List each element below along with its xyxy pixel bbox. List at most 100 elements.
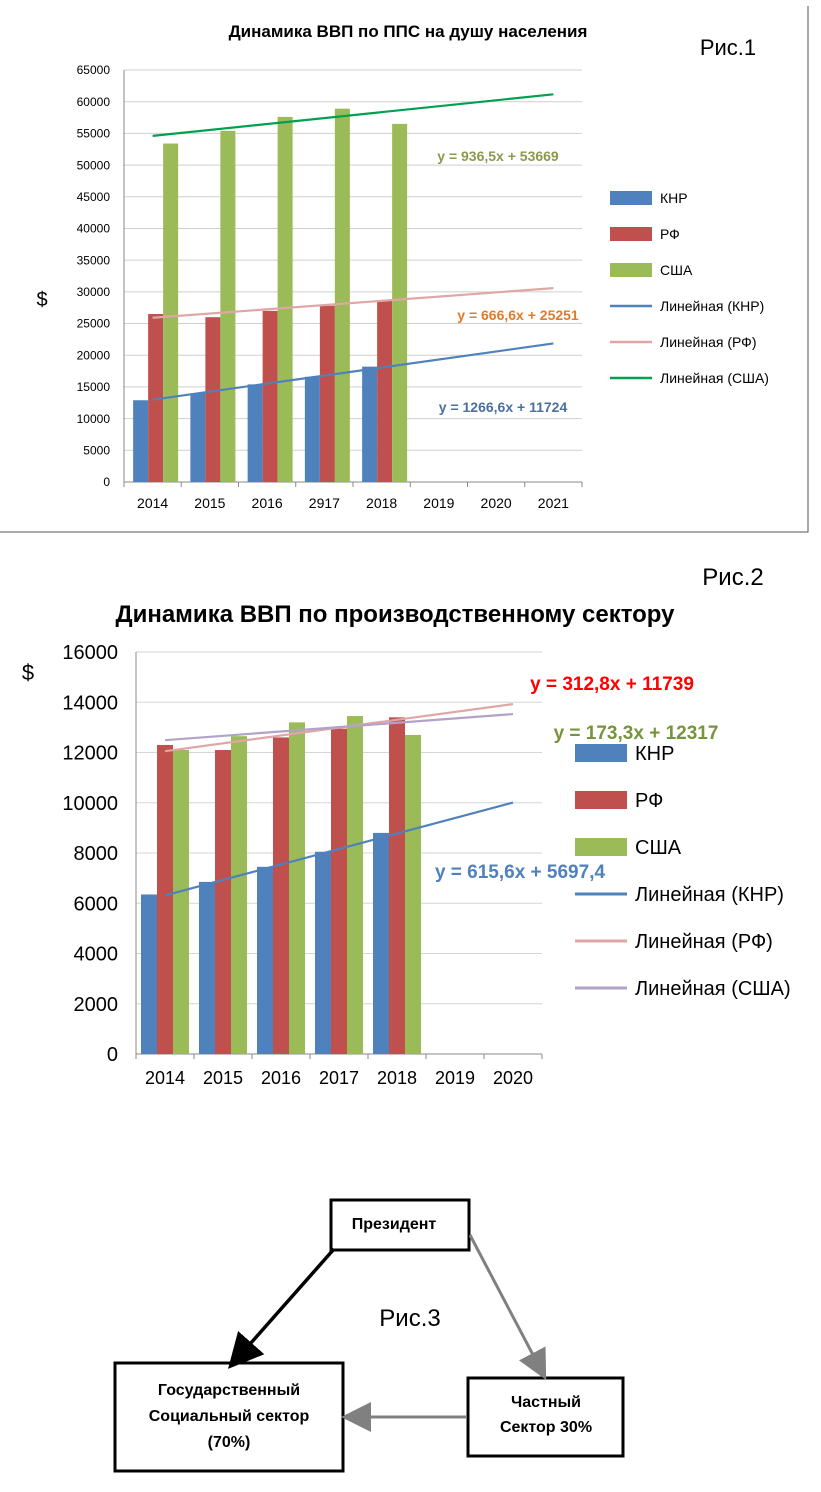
y-tick-label: 5000: [83, 444, 110, 458]
chart-title: Динамика ВВП по ППС на душу населения: [229, 22, 588, 41]
bar-США: [405, 734, 421, 1054]
y-tick-label: 12000: [62, 743, 118, 765]
x-tick-label: 2021: [538, 495, 569, 511]
node-state-sector: [113, 1361, 345, 1473]
x-tick-label: 2014: [137, 495, 168, 511]
arrow-president-to-private: [468, 1234, 547, 1380]
y-tick-label: 0: [103, 475, 110, 489]
chart-title: Динамика ВВП по производственному сектор…: [115, 601, 675, 628]
bar-РФ: [157, 744, 173, 1054]
y-tick-label: 25000: [77, 317, 111, 331]
legend-label: США: [660, 262, 693, 278]
y-tick-label: 2000: [74, 994, 119, 1016]
y-tick-label: 55000: [77, 127, 111, 141]
legend: КНР РФ США Линейная (КНР) Линейная (РФ) Линей…: [610, 190, 769, 386]
bar-США: [220, 130, 236, 482]
diagram: Рис.3 Президент Государственный Социальный …: [113, 1198, 625, 1473]
y-axis-label: $: [36, 289, 47, 311]
y-tick-label: 0: [107, 1044, 118, 1066]
legend-label: КНР: [635, 743, 674, 765]
legend-label: Линейная (КНР): [660, 298, 764, 314]
node-private-sector-label: Сектор 30%: [500, 1419, 592, 1436]
legend-swatch: [610, 263, 652, 277]
legend-swatch: [610, 227, 652, 241]
trendline: [152, 342, 554, 401]
x-tick-label: 2917: [309, 495, 340, 511]
y-tick-label: 15000: [77, 380, 111, 394]
trend-equation: y = 1266,6x + 11724: [439, 399, 568, 415]
legend-swatch: [575, 744, 627, 762]
legend-swatch: [575, 838, 627, 856]
trend-equation: y = 173,3x + 12317: [554, 723, 719, 744]
y-tick-label: 45000: [77, 190, 111, 204]
trendline: [152, 93, 554, 137]
bar-США: [347, 716, 363, 1054]
y-tick-label: 14000: [62, 692, 118, 714]
legend-label: Линейная (США): [635, 978, 791, 1000]
y-tick-label: 10000: [77, 412, 111, 426]
figure-label: Рис.2: [702, 564, 763, 591]
bar-США: [277, 116, 293, 483]
bar-США: [173, 749, 189, 1054]
trendline: [164, 801, 514, 897]
x-tick-label: 2016: [261, 1068, 301, 1088]
trend-equation: y = 615,6x + 5697,4: [435, 862, 606, 883]
bar-КНР: [304, 376, 320, 482]
y-tick-label: 10000: [62, 793, 118, 815]
legend-label: Линейная (КНР): [635, 884, 784, 906]
bar-США: [392, 123, 408, 482]
y-axis-label: $: [22, 660, 34, 685]
legend-label: Линейная (РФ): [635, 931, 773, 953]
bar-США: [163, 143, 179, 482]
node-president: [329, 1198, 471, 1252]
y-tick-label: 16000: [62, 642, 118, 664]
legend-label: РФ: [660, 226, 680, 242]
y-tick-label: 50000: [77, 158, 111, 172]
bar-РФ: [205, 317, 221, 482]
legend: КНР РФ США Линейная (КНР) Линейная (РФ) Линей…: [575, 743, 791, 1000]
bar-РФ: [319, 305, 335, 482]
figure-label: Рис.3: [379, 1305, 440, 1332]
y-tick-label: 60000: [77, 95, 111, 109]
bar-РФ: [331, 728, 347, 1054]
y-tick-label: 35000: [77, 253, 111, 267]
bar-КНР: [362, 366, 378, 482]
legend-label: РФ: [635, 790, 663, 812]
node-private-sector-label: Частный: [511, 1394, 581, 1411]
x-tick-label: 2016: [252, 495, 283, 511]
node-state-sector-label: Государственный: [158, 1382, 300, 1399]
trendline: [164, 712, 514, 742]
y-tick-label: 20000: [77, 348, 111, 362]
bar-США: [334, 108, 350, 482]
bar-РФ: [389, 717, 405, 1054]
legend-swatch: [575, 791, 627, 809]
trend-equation: y = 666,6x + 25251: [457, 307, 579, 323]
x-tick-label: 2018: [377, 1068, 417, 1088]
bar-РФ: [215, 749, 231, 1054]
node-president-label: Президент: [352, 1216, 437, 1233]
trend-equation: y = 312,8x + 11739: [530, 674, 694, 695]
trend-equation: y = 936,5x + 53669: [437, 148, 559, 164]
x-tick-label: 2020: [481, 495, 512, 511]
bar-КНР: [141, 894, 157, 1054]
bar-РФ: [262, 310, 278, 482]
x-tick-label: 2015: [194, 495, 225, 511]
node-state-sector-label: Социальный сектор: [149, 1408, 310, 1425]
bar-КНР: [190, 393, 206, 482]
x-tick-label: 2020: [493, 1068, 533, 1088]
bar-КНР: [373, 832, 389, 1054]
x-tick-label: 2014: [145, 1068, 185, 1088]
x-tick-label: 2018: [366, 495, 397, 511]
bar-США: [231, 736, 247, 1054]
figure-label: Рис.1: [700, 35, 756, 60]
bar-КНР: [133, 400, 149, 482]
y-tick-label: 30000: [77, 285, 111, 299]
y-tick-label: 8000: [74, 843, 119, 865]
bar-КНР: [247, 384, 263, 482]
y-tick-label: 6000: [74, 893, 119, 915]
legend-label: Линейная (РФ): [660, 334, 756, 350]
x-tick-label: 2015: [203, 1068, 243, 1088]
bar-РФ: [377, 300, 393, 482]
y-tick-label: 4000: [74, 944, 119, 966]
